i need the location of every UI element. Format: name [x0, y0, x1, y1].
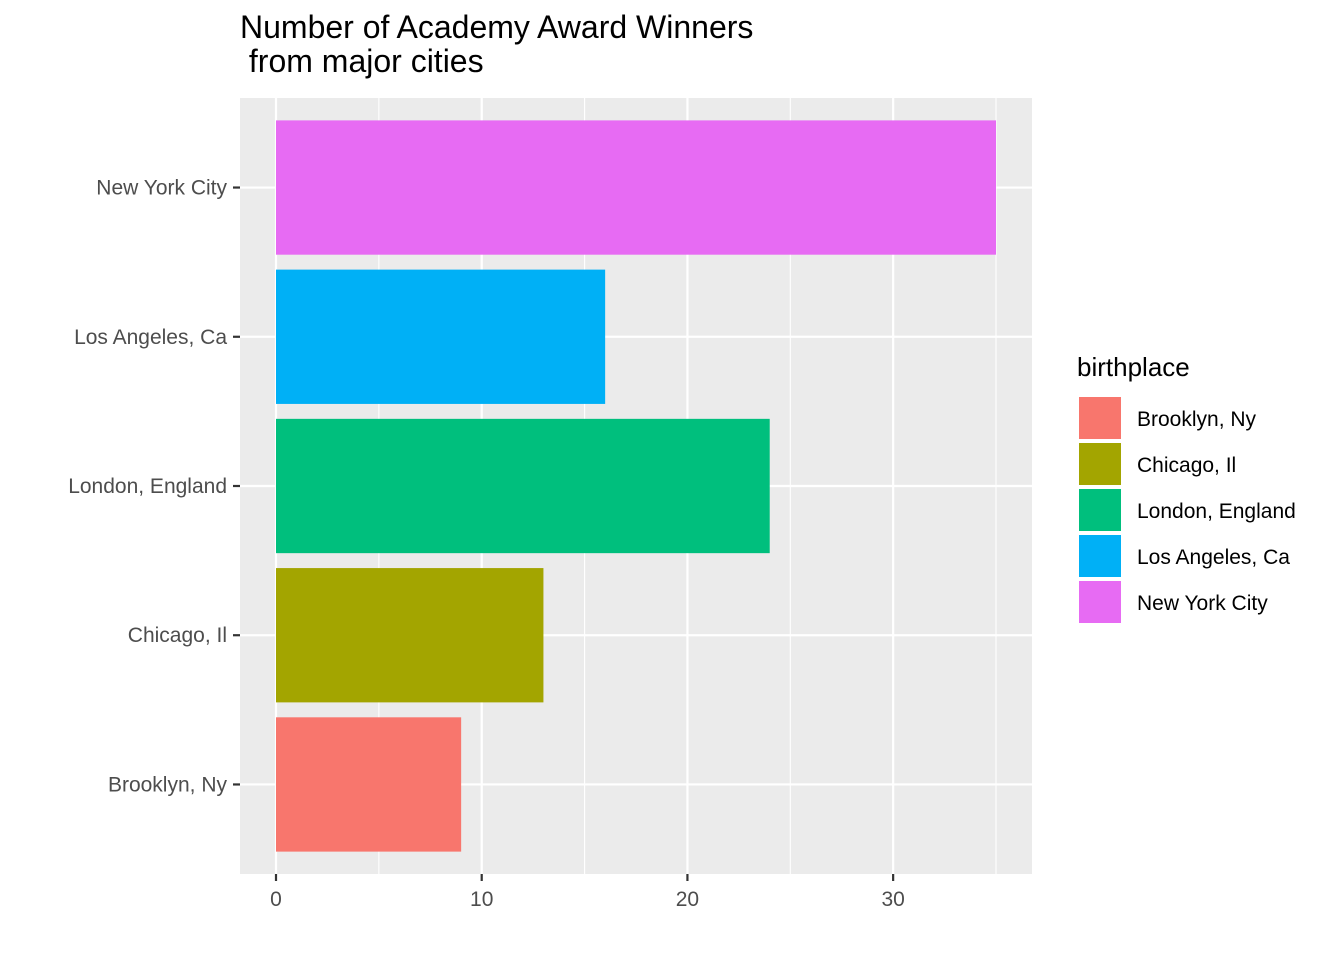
- legend-key: [1077, 395, 1123, 441]
- y-tick-label: Chicago, Il: [128, 624, 227, 647]
- y-tick-label: New York City: [96, 177, 227, 200]
- chart-title: Number of Academy Award Winners from maj…: [240, 9, 754, 79]
- legend-key: [1077, 441, 1123, 487]
- legend-key: [1077, 579, 1123, 625]
- x-axis: 0 10 20 30: [270, 874, 905, 911]
- y-tick-label: Brooklyn, Ny: [108, 773, 228, 796]
- x-tick-label: 10: [470, 888, 493, 911]
- bar-brooklyn-ny: [276, 717, 462, 852]
- y-axis: Brooklyn, Ny Chicago, Il London, England Lo…: [68, 177, 240, 796]
- bar-los-angeles-ca: [276, 269, 606, 404]
- bar-london-england: [276, 418, 770, 554]
- bars: [276, 120, 996, 852]
- legend-key: [1077, 487, 1123, 533]
- legend-label: Chicago, Il: [1137, 454, 1236, 477]
- bar-new-york-city: [276, 120, 996, 255]
- legend-label: New York City: [1137, 592, 1268, 615]
- legend-title: birthplace: [1077, 352, 1190, 382]
- y-tick-label: London, England: [68, 475, 227, 498]
- x-tick-label: 20: [676, 888, 699, 911]
- legend-label: Los Angeles, Ca: [1137, 546, 1290, 569]
- x-tick-label: 30: [881, 888, 904, 911]
- legend-key: [1077, 533, 1123, 579]
- legend: birthplace Brooklyn, Ny Chicago, Il London…: [1077, 352, 1296, 625]
- y-tick-label: Los Angeles, Ca: [74, 326, 227, 349]
- x-tick-label: 0: [270, 888, 282, 911]
- legend-label: Brooklyn, Ny: [1137, 408, 1257, 431]
- legend-label: London, England: [1137, 500, 1296, 523]
- bar-chicago-il: [276, 568, 544, 703]
